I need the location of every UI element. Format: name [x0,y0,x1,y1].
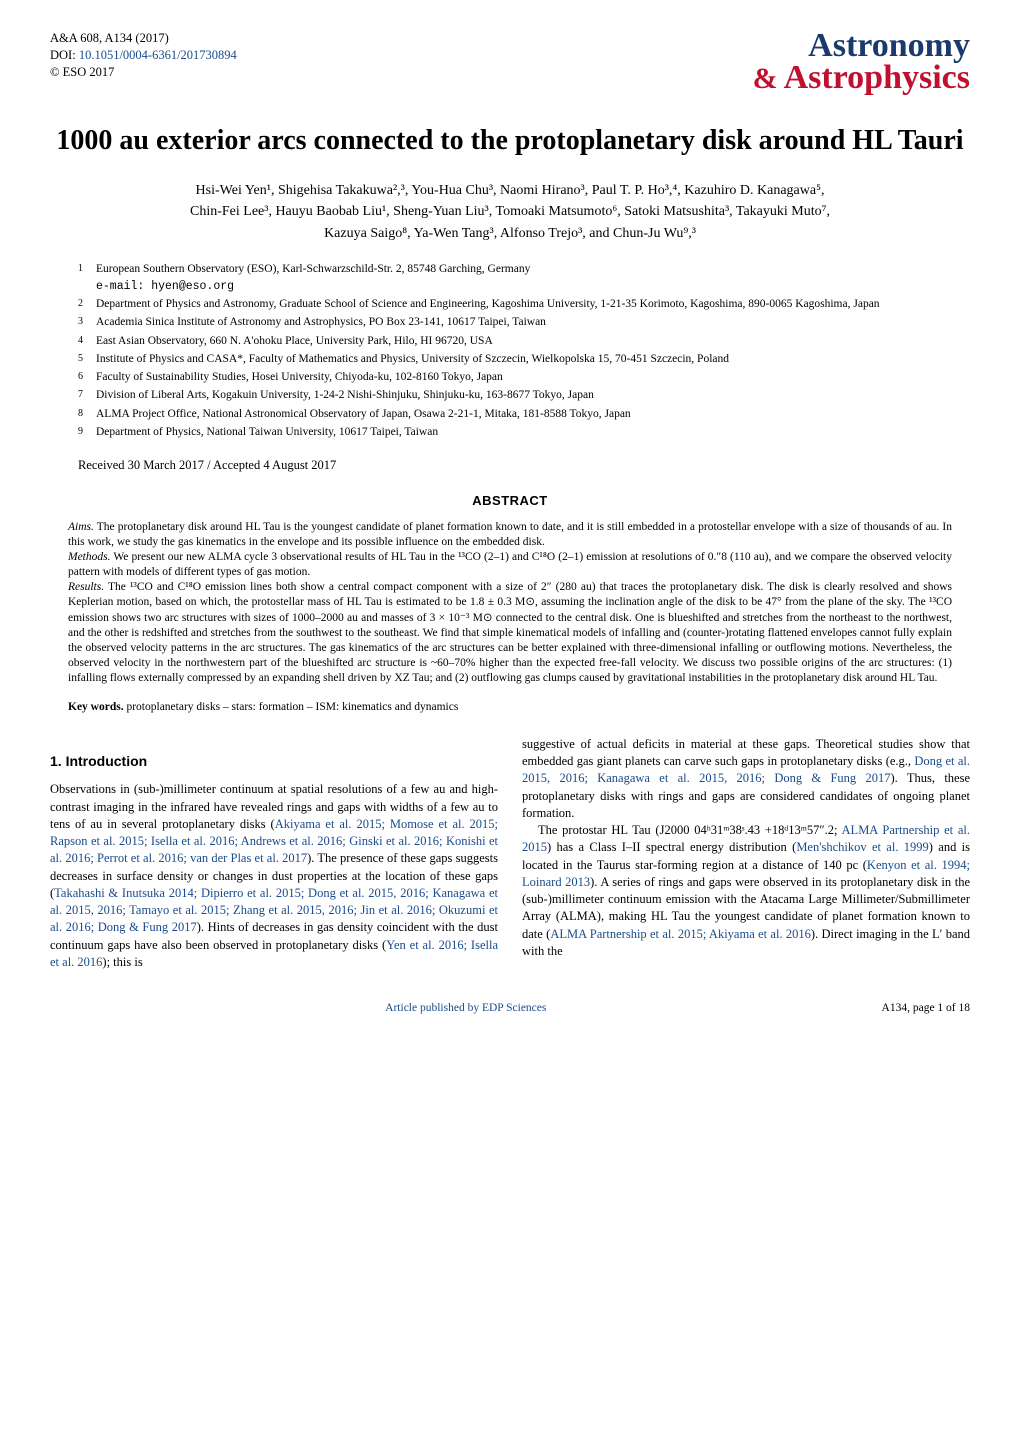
affiliation-2: 2Department of Physics and Astronomy, Gr… [78,296,942,313]
authors-line-3: Kazuya Saigo⁸, Ya-Wen Tang³, Alfonso Tre… [50,223,970,245]
affiliation-9: 9Department of Physics, National Taiwan … [78,424,942,441]
journal-logo: Astronomy &Astrophysics [759,30,970,95]
aims-text: The protoplanetary disk around HL Tau is… [68,521,952,548]
text-fragment: suggestive of actual deficits in materia… [522,737,970,768]
citation-group[interactable]: Men'shchikov et al. 1999 [796,840,928,854]
abstract-body: Aims. The protoplanetary disk around HL … [68,520,952,687]
affiliation-5: 5Institute of Physics and CASA*, Faculty… [78,351,942,368]
authors-line-1: Hsi-Wei Yen¹, Shigehisa Takakuwa²,³, You… [50,180,970,202]
affil-num: 6 [78,369,96,386]
affiliation-6: 6Faculty of Sustainability Studies, Hose… [78,369,942,386]
authors-line-2: Chin-Fei Lee³, Hauyu Baobab Liu¹, Sheng-… [50,201,970,223]
affil-text: Department of Physics and Astronomy, Gra… [96,296,942,313]
doi-label: DOI: [50,48,79,62]
affil-num: 2 [78,296,96,313]
affil-num: 5 [78,351,96,368]
affil-email: e-mail: hyen@eso.org [96,280,234,293]
section-1-heading: 1. Introduction [50,752,498,771]
page-footer: Article published by EDP Sciences A134, … [50,1001,970,1017]
affiliation-8: 8ALMA Project Office, National Astronomi… [78,406,942,423]
results-text: The ¹³CO and C¹⁸O emission lines both sh… [68,581,952,684]
affil-text: Division of Liberal Arts, Kogakuin Unive… [96,387,942,404]
affil-text: Faculty of Sustainability Studies, Hosei… [96,369,942,386]
text-fragment: ) has a Class I–II spectral energy distr… [547,840,796,854]
footer-center: Article published by EDP Sciences [50,1001,882,1017]
right-column: suggestive of actual deficits in materia… [522,736,970,971]
received-accepted: Received 30 March 2017 / Accepted 4 Augu… [78,457,942,474]
copyright: © ESO 2017 [50,65,114,79]
affil-text: East Asian Observatory, 660 N. A'ohoku P… [96,333,942,350]
abstract-heading: ABSTRACT [50,492,970,510]
affil-num: 7 [78,387,96,404]
affil-text: Institute of Physics and CASA*, Faculty … [96,351,942,368]
meta-left: A&A 608, A134 (2017) DOI: 10.1051/0004-6… [50,30,237,81]
authors-block: Hsi-Wei Yen¹, Shigehisa Takakuwa²,³, You… [50,180,970,245]
affil-text: ALMA Project Office, National Astronomic… [96,406,942,423]
affiliation-3: 3Academia Sinica Institute of Astronomy … [78,314,942,331]
doi-link[interactable]: 10.1051/0004-6361/201730894 [79,48,237,62]
keywords-label: Key words. [68,701,124,713]
intro-paragraph-right-1: suggestive of actual deficits in materia… [522,736,970,822]
affil-num: 1 [78,261,96,296]
results-label: Results. [68,581,104,593]
keywords-text: protoplanetary disks – stars: formation … [124,701,459,713]
logo-bottom-row: &Astrophysics [759,59,970,96]
aims-label: Aims. [68,521,94,533]
methods-text: We present our new ALMA cycle 3 observat… [68,551,952,578]
affil-text: Academia Sinica Institute of Astronomy a… [96,314,942,331]
affiliation-7: 7Division of Liberal Arts, Kogakuin Univ… [78,387,942,404]
logo-bottom: Astrophysics [784,59,970,96]
text-fragment: The protostar HL Tau (J2000 04ʰ31ᵐ38ˢ.43… [538,823,842,837]
affil-body: European Southern Observatory (ESO), Kar… [96,263,530,275]
methods-label: Methods. [68,551,110,563]
affil-num: 8 [78,406,96,423]
affil-num: 4 [78,333,96,350]
affil-text: Department of Physics, National Taiwan U… [96,424,942,441]
logo-top: Astronomy [759,30,970,62]
citation-group[interactable]: ALMA Partnership et al. 2015; Akiyama et… [550,927,811,941]
affil-text: European Southern Observatory (ESO), Kar… [96,261,942,296]
affiliation-4: 4East Asian Observatory, 660 N. A'ohoku … [78,333,942,350]
keywords-line: Key words. protoplanetary disks – stars:… [68,700,952,716]
affiliation-1: 1European Southern Observatory (ESO), Ka… [78,261,942,296]
body-columns: 1. Introduction Observations in (sub-)mi… [50,736,970,971]
publisher-link[interactable]: Article published by EDP Sciences [385,1002,546,1014]
paper-title: 1000 au exterior arcs connected to the p… [50,123,970,158]
intro-paragraph-right-2: The protostar HL Tau (J2000 04ʰ31ᵐ38ˢ.43… [522,822,970,960]
logo-amp: & [753,62,778,95]
page-number: A134, page 1 of 18 [882,1001,970,1017]
left-column: 1. Introduction Observations in (sub-)mi… [50,736,498,971]
affil-num: 9 [78,424,96,441]
header-row: A&A 608, A134 (2017) DOI: 10.1051/0004-6… [50,30,970,95]
affiliations-list: 1European Southern Observatory (ESO), Ka… [78,261,942,442]
intro-paragraph-left: Observations in (sub-)millimeter continu… [50,781,498,971]
journal-ref: A&A 608, A134 (2017) [50,31,169,45]
text-fragment: ); this is [102,955,142,969]
affil-num: 3 [78,314,96,331]
doi-line: DOI: 10.1051/0004-6361/201730894 [50,47,237,64]
